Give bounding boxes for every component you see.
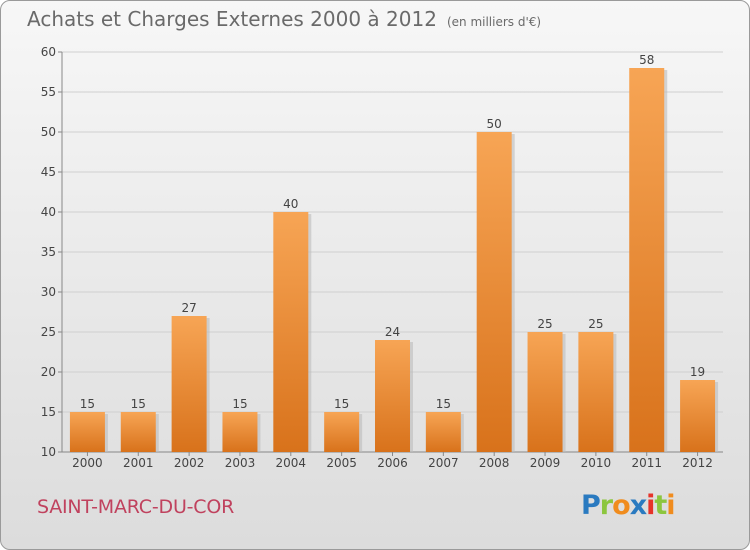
y-tick-label: 15 xyxy=(41,405,56,419)
y-tick-label: 50 xyxy=(41,125,56,139)
x-tick-label: 2005 xyxy=(326,456,357,470)
commune-name: SAINT-MARC-DU-COR xyxy=(37,496,235,518)
bar xyxy=(120,412,156,452)
bar-value-label: 15 xyxy=(80,397,95,411)
bar-value-label: 15 xyxy=(436,397,451,411)
bar-value-label: 50 xyxy=(487,117,502,131)
bar xyxy=(375,340,410,452)
bar-value-label: 58 xyxy=(639,53,654,67)
bar-value-label: 15 xyxy=(232,397,247,411)
bar xyxy=(629,68,665,452)
x-tick-label: 2012 xyxy=(682,456,713,470)
bar xyxy=(324,412,360,452)
bar-value-label: 19 xyxy=(690,365,705,379)
y-tick-label: 10 xyxy=(41,445,56,459)
logo-letter: o xyxy=(612,490,631,521)
chart-title-text: Achats et Charges Externes 2000 à 2012 xyxy=(27,7,437,31)
bar xyxy=(69,412,105,452)
y-tick-label: 20 xyxy=(41,365,56,379)
y-tick-label: 25 xyxy=(41,325,56,339)
bar-value-label: 40 xyxy=(283,197,298,211)
x-tick-label: 2002 xyxy=(174,456,205,470)
logo-letter: i xyxy=(666,490,675,521)
y-tick-label: 40 xyxy=(41,205,56,219)
bar xyxy=(425,412,461,452)
bar xyxy=(476,132,512,452)
logo-letter: x xyxy=(629,490,647,521)
x-tick-label: 2009 xyxy=(530,456,561,470)
y-tick-label: 30 xyxy=(41,285,56,299)
x-tick-label: 2006 xyxy=(377,456,408,470)
bar xyxy=(222,412,258,452)
y-tick-label: 60 xyxy=(41,45,56,59)
bar-value-label: 25 xyxy=(537,317,552,331)
x-tick-label: 2008 xyxy=(479,456,510,470)
y-tick-label: 45 xyxy=(41,165,56,179)
logo-letter: i xyxy=(646,490,655,521)
bar xyxy=(273,212,309,452)
bar-value-label: 25 xyxy=(588,317,603,331)
y-tick-label: 55 xyxy=(41,85,56,99)
logo-letter: r xyxy=(599,490,613,521)
x-tick-label: 2007 xyxy=(428,456,459,470)
bar-value-label: 15 xyxy=(334,397,349,411)
bar xyxy=(680,380,716,452)
bar xyxy=(171,316,207,452)
chart-title: Achats et Charges Externes 2000 à 2012 (e… xyxy=(27,7,541,31)
bar xyxy=(578,332,614,452)
x-tick-label: 2000 xyxy=(72,456,103,470)
proxiti-logo: Proxiti xyxy=(581,490,676,521)
x-tick-label: 2011 xyxy=(631,456,662,470)
y-tick-label: 35 xyxy=(41,245,56,259)
logo-letter: t xyxy=(654,490,667,521)
logo-letter: P xyxy=(581,490,601,521)
x-tick-label: 2001 xyxy=(123,456,154,470)
x-tick-label: 2003 xyxy=(225,456,256,470)
x-tick-label: 2004 xyxy=(276,456,307,470)
bar-value-label: 15 xyxy=(131,397,146,411)
bar-value-label: 24 xyxy=(385,325,400,339)
chart-subtitle: (en milliers d'€) xyxy=(446,15,542,29)
bar xyxy=(527,332,563,452)
bar-value-label: 27 xyxy=(181,301,196,315)
x-tick-label: 2010 xyxy=(581,456,612,470)
